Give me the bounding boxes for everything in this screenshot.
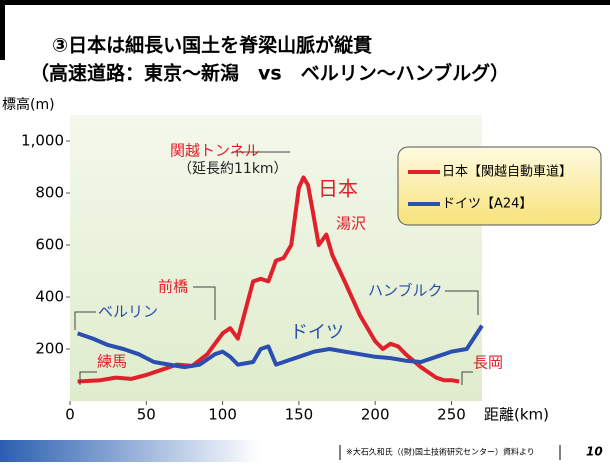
leader-line xyxy=(193,286,216,320)
y-tick-label: 800 xyxy=(35,184,64,202)
y-tick-label: 200 xyxy=(35,340,64,358)
x-tick-label: 150 xyxy=(285,406,314,424)
legend-label: ドイツ【A24】 xyxy=(442,197,532,212)
annotation: 前橋 xyxy=(158,278,188,296)
annotation: 関越トンネル xyxy=(170,142,260,160)
x-tick-label: 50 xyxy=(137,406,156,424)
footnote: ※大石久和氏（(財)国土技術研究センター）資料より xyxy=(346,447,535,457)
leader-line xyxy=(74,311,96,330)
annotation: ハンブルク xyxy=(368,282,443,300)
annotation: （延長約11km） xyxy=(178,161,288,177)
subtitle: （高速道路：東京～新潟 vs ベルリン～ハンブルグ） xyxy=(30,62,509,85)
legend-box xyxy=(397,146,602,226)
x-tick-label: 0 xyxy=(65,406,75,424)
x-tick-label: 100 xyxy=(208,406,237,424)
annotation: 長岡 xyxy=(473,354,503,372)
y-axis-label: 標高(m) xyxy=(2,96,55,113)
y-tick-label: 600 xyxy=(35,236,64,254)
y-tick-label: 400 xyxy=(35,288,64,306)
annotation: 日本 xyxy=(318,177,358,201)
leader-line xyxy=(461,371,473,385)
x-tick-label: 250 xyxy=(437,406,466,424)
y-tick-label: 1,000 xyxy=(21,132,64,150)
annotation: 湯沢 xyxy=(336,215,366,233)
leader-line xyxy=(445,290,479,315)
annotation: 練馬 xyxy=(97,353,127,371)
side-bar xyxy=(0,0,5,60)
title: ③日本は細長い国土を脊梁山脈が縦貫 xyxy=(52,34,372,57)
top-bar xyxy=(0,0,610,5)
x-axis-label: 距離(km) xyxy=(484,406,549,424)
x-tick-label: 200 xyxy=(361,406,390,424)
page-number: 10 xyxy=(586,445,603,459)
footer-gradient xyxy=(0,440,260,462)
annotation: ドイツ xyxy=(290,322,344,343)
legend-label: 日本【関越自動車道】 xyxy=(442,165,572,180)
series-line xyxy=(76,324,484,370)
annotation: ベルリン xyxy=(98,303,158,321)
leader-line xyxy=(79,371,97,385)
